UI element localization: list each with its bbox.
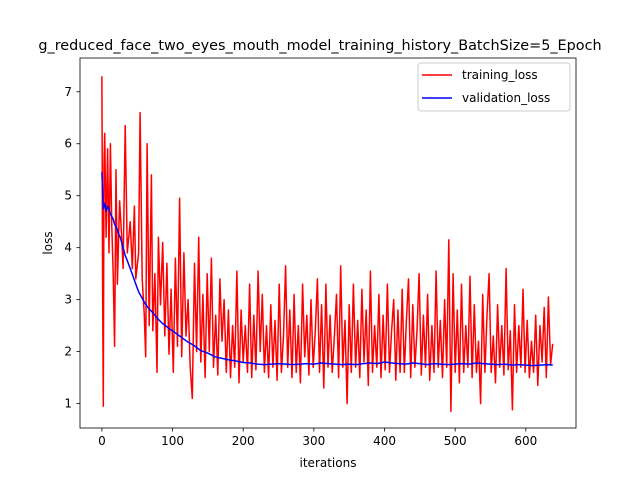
- x-tick-label: 600: [514, 434, 537, 448]
- plot-area: [79, 57, 577, 429]
- y-tick-label: 2: [64, 345, 72, 359]
- x-tick-label: 300: [302, 434, 325, 448]
- y-tick-label: 5: [64, 189, 72, 203]
- y-tick-label: 1: [64, 397, 72, 411]
- x-axis: 0 100 200 300 400 500 600: [98, 428, 537, 448]
- series-layer: [101, 76, 554, 413]
- series-line-validation-loss: [101, 172, 553, 367]
- legend: training_loss validation_loss: [417, 62, 571, 112]
- legend-box: [417, 62, 571, 112]
- x-tick-label: 0: [98, 434, 106, 448]
- y-tick-label: 4: [64, 241, 72, 255]
- x-tick-label: 400: [373, 434, 396, 448]
- x-axis-label: iterations: [300, 456, 357, 470]
- series-line-training-loss: [101, 76, 554, 413]
- legend-label-validation-loss: validation_loss: [462, 91, 550, 105]
- x-tick-label: 500: [444, 434, 467, 448]
- x-tick-label: 200: [232, 434, 255, 448]
- y-tick-label: 3: [64, 293, 72, 307]
- plot-frame: [79, 57, 577, 429]
- y-axis: 1 2 3 4 5 6 7: [64, 85, 80, 411]
- x-tick-label: 100: [161, 434, 184, 448]
- legend-label-training-loss: training_loss: [462, 68, 538, 82]
- y-axis-label: loss: [41, 231, 55, 254]
- y-tick-label: 7: [64, 85, 72, 99]
- chart-title: g_reduced_face_two_eyes_mouth_model_trai…: [38, 38, 601, 54]
- y-tick-label: 6: [64, 137, 72, 151]
